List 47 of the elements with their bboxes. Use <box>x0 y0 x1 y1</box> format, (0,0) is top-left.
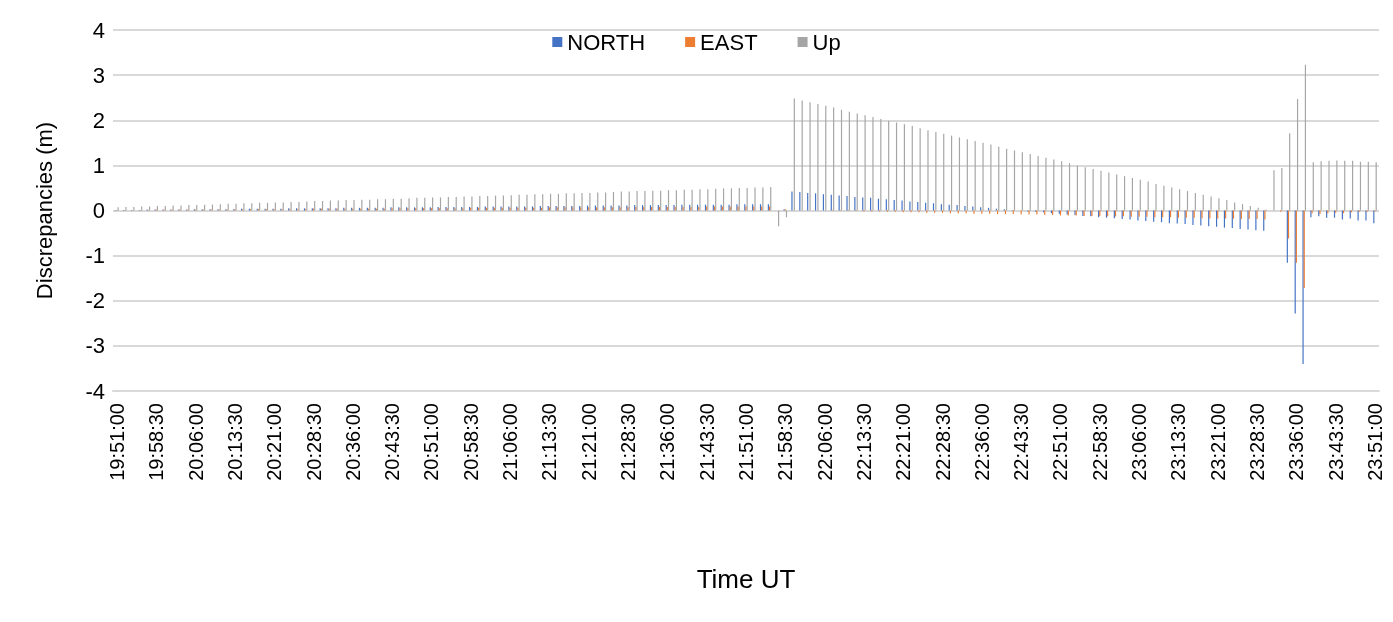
x-tick-label: 23:06:00 <box>1128 403 1151 481</box>
x-axis-title: Time UT <box>696 564 796 594</box>
x-tick-label: 19:58:30 <box>145 403 168 481</box>
x-tick-label: 22:43:30 <box>1010 403 1033 481</box>
x-tick-label: 20:13:30 <box>223 403 246 481</box>
x-tick-label: 22:58:30 <box>1088 403 1111 481</box>
y-tick-label: 0 <box>92 198 105 223</box>
y-tick-label: 3 <box>92 62 105 88</box>
x-tick-label: 19:51:00 <box>105 403 128 481</box>
x-tick-label: 23:21:00 <box>1206 403 1229 481</box>
y-tick-label: -1 <box>85 243 105 269</box>
x-tick-label: 21:58:30 <box>774 403 797 481</box>
legend-label: Up <box>812 29 841 55</box>
x-tick-label: 22:51:00 <box>1049 403 1072 481</box>
legend-label: NORTH <box>567 29 646 55</box>
x-tick-label: 20:28:30 <box>302 403 325 481</box>
y-tick-label: 4 <box>92 17 105 43</box>
y-tick-label: -2 <box>85 288 105 314</box>
x-tick-label: 20:21:00 <box>263 403 286 481</box>
legend-label: EAST <box>700 29 758 55</box>
x-tick-label: 23:28:30 <box>1246 403 1269 481</box>
x-tick-label: 21:28:30 <box>617 403 640 481</box>
x-tick-label: 22:36:00 <box>970 403 993 481</box>
x-tick-label: 23:36:00 <box>1285 403 1308 481</box>
x-tick-label: 21:13:30 <box>538 403 561 481</box>
x-tick-label: 22:06:00 <box>813 403 836 481</box>
x-tick-label: 20:58:30 <box>459 403 482 481</box>
x-tick-label: 20:43:30 <box>381 403 404 481</box>
x-tick-label: 21:51:00 <box>734 403 757 481</box>
y-tick-label: 1 <box>92 152 105 178</box>
y-axis-title: Discrepancies (m) <box>31 121 57 300</box>
x-tick-label: 22:13:30 <box>852 403 875 481</box>
x-tick-label: 21:43:30 <box>695 403 718 481</box>
x-tick-label: 20:06:00 <box>184 403 207 481</box>
x-tick-label: 22:28:30 <box>931 403 954 481</box>
x-tick-label: 21:36:00 <box>656 403 679 481</box>
x-tick-label: 23:13:30 <box>1167 403 1190 481</box>
x-tick-label: 20:36:00 <box>341 403 364 481</box>
y-tick-label: -4 <box>85 378 105 404</box>
x-tick-label: 22:21:00 <box>892 403 915 481</box>
x-tick-label: 21:21:00 <box>577 403 600 481</box>
x-tick-label: 21:06:00 <box>499 403 522 481</box>
x-tick-label: 20:51:00 <box>420 403 443 481</box>
x-tick-label: 23:51:00 <box>1364 403 1387 481</box>
y-tick-label: -3 <box>85 333 105 359</box>
x-tick-label: 23:43:30 <box>1324 403 1347 481</box>
y-tick-label: 2 <box>92 107 105 133</box>
